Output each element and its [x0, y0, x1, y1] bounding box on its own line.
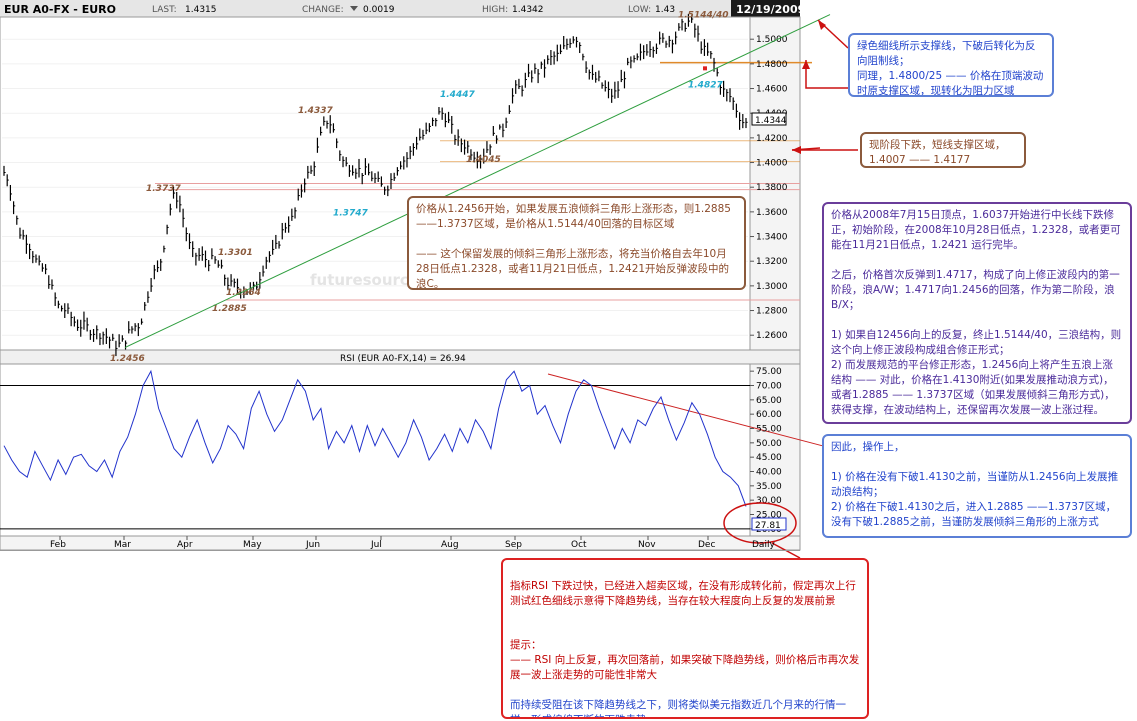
price-tick-label: 1.3200	[756, 257, 788, 267]
arrow-icon	[818, 20, 826, 30]
note-big-analysis-text: 价格从2008年7月15日顶点，1.6037开始进行中长线下跌修正，初始阶段，在…	[831, 209, 1122, 416]
note-triangle: 价格从1.2456开始，如果发展五浪倾斜三角形上涨形态，则1.2885 ——1.…	[407, 196, 746, 290]
rsi-tick-label: 60.00	[756, 410, 782, 420]
price-tick-label: 1.2800	[756, 307, 788, 317]
price-annotation: 1.3737	[146, 184, 181, 194]
rsi-tick-label: 55.00	[756, 425, 782, 435]
current-rsi-label: 27.81	[755, 521, 781, 531]
month-tick-label: Aug	[441, 540, 459, 550]
rsi-tick-label: 65.00	[756, 396, 782, 406]
break-marker	[703, 66, 707, 71]
change-value: 0.0019	[363, 5, 395, 15]
month-tick-label: Oct	[571, 540, 587, 550]
header-bar	[0, 0, 800, 17]
last-value: 1.4315	[185, 5, 217, 15]
rsi-tick-label: 75.00	[756, 367, 782, 377]
rsi-axis	[749, 363, 801, 537]
current-rsi-box	[751, 517, 787, 531]
high-label: HIGH:	[482, 5, 508, 15]
rsi-tick-label: 40.00	[756, 468, 782, 478]
rsi-title: RSI (EUR A0-FX,14) = 26.94	[340, 354, 466, 364]
month-tick-label: Jul	[370, 540, 382, 550]
price-tick-label: 1.4000	[756, 159, 788, 169]
rsi-line	[3, 369, 747, 507]
period-label: Daily	[752, 540, 775, 550]
note-operation-text: 因此，操作上， 1) 价格在没有下破1.4130之前，当谨防从1.2456向上发…	[831, 441, 1119, 528]
price-annotation: 1.4827	[688, 80, 723, 90]
note-rsi-text-2: 提示： —— RSI 向上反复，再次回落前，如果突破下降趋势线，则价格后市再次发…	[510, 639, 860, 681]
low-label: LOW:	[628, 5, 651, 15]
note-operation: 因此，操作上， 1) 价格在没有下破1.4130之前，当谨防从1.2456向上发…	[822, 434, 1132, 538]
month-tick-label: Jun	[305, 540, 320, 550]
arrow-icon	[802, 60, 810, 69]
note-rsi: 指标RSI 下跌过快，已经进入超卖区域，在没有形成转化前，假定再次上行测试红色细…	[501, 558, 869, 719]
note-rsi-text-3: 而持续受阻在该下降趋势线之下，则将类似美元指数近几个月来的行情一样，形成绵绵不断…	[510, 699, 846, 717]
price-annotation: 1.2885	[212, 304, 247, 314]
rsi-tick-label: 45.00	[756, 453, 782, 463]
month-tick-label: Feb	[50, 540, 66, 550]
price-tick-label: 1.4200	[756, 134, 788, 144]
price-tick-label: 1.3400	[756, 233, 788, 243]
low-value: 1.43	[655, 5, 675, 15]
note-support-line: 绿色细线所示支撑线，下破后转化为反向阻制线； 同理，1.4800/25 —— 价…	[848, 33, 1054, 97]
price-tick-label: 1.2600	[756, 331, 788, 341]
chart-date: 12/19/2009	[736, 3, 805, 16]
last-label: LAST:	[152, 5, 177, 15]
current-price-box	[751, 112, 787, 126]
price-tick-label: 1.4800	[756, 60, 788, 70]
note-short-support-text: 现阶段下跌，短线支撑区域， 1.4007 —— 1.4177	[869, 139, 1006, 166]
note-support-line-text: 绿色细线所示支撑线，下破后转化为反向阻制线； 同理，1.4800/25 —— 价…	[857, 40, 1044, 97]
price-tick-label: 1.3800	[756, 183, 788, 193]
bottom-divider	[0, 550, 800, 551]
price-annotation: 1.4337	[298, 106, 333, 116]
rsi-tick-label: 25.00	[756, 511, 782, 521]
price-annotation: 1.2456	[110, 354, 145, 364]
arrow-icon	[792, 146, 801, 154]
rsi-panel	[0, 363, 751, 537]
rsi-tick-label: 70.00	[756, 382, 782, 392]
high-value: 1.4342	[512, 5, 544, 15]
month-tick-label: Dec	[698, 540, 715, 550]
support-trendline	[124, 14, 831, 348]
price-annotation: 1.3301	[218, 248, 253, 258]
price-annotation: 1.5144/40	[678, 11, 729, 21]
down-arrow-icon	[350, 6, 358, 11]
price-tick-label: 1.4600	[756, 85, 788, 95]
price-annotation: 1.3747	[333, 209, 368, 219]
change-label: CHANGE:	[302, 5, 344, 15]
current-price-label: 1.4344	[755, 116, 787, 126]
note-short-support: 现阶段下跌，短线支撑区域， 1.4007 —— 1.4177	[860, 132, 1026, 168]
date-badge	[731, 0, 800, 17]
price-tick-label: 1.5000	[756, 35, 788, 45]
month-tick-label: Mar	[114, 540, 131, 550]
rsi-oversold-circle	[723, 502, 797, 544]
note-rsi-text-1: 指标RSI 下跌过快，已经进入超卖区域，在没有形成转化前，假定再次上行测试红色细…	[510, 580, 856, 607]
month-tick-label: Sep	[505, 540, 522, 550]
month-tick-label: Apr	[177, 540, 193, 550]
price-tick-label: 1.3600	[756, 208, 788, 218]
note-triangle-text: 价格从1.2456开始，如果发展五浪倾斜三角形上涨形态，则1.2885 ——1.…	[416, 203, 731, 290]
symbol-title: EUR A0-FX - EURO	[4, 3, 116, 16]
rsi-tick-label: 50.00	[756, 439, 782, 449]
month-tick-label: May	[243, 540, 262, 550]
rsi-tick-label: 35.00	[756, 482, 782, 492]
note-big-analysis: 价格从2008年7月15日顶点，1.6037开始进行中长线下跌修正，初始阶段，在…	[822, 202, 1132, 424]
price-annotation: 1.2964	[226, 288, 261, 298]
price-tick-label: 1.3000	[756, 282, 788, 292]
price-annotation: 1.4447	[440, 90, 475, 100]
rsi-tick-label: 30.00	[756, 496, 782, 506]
month-tick-label: Nov	[638, 540, 656, 550]
price-annotation: 1.4045	[466, 155, 501, 165]
